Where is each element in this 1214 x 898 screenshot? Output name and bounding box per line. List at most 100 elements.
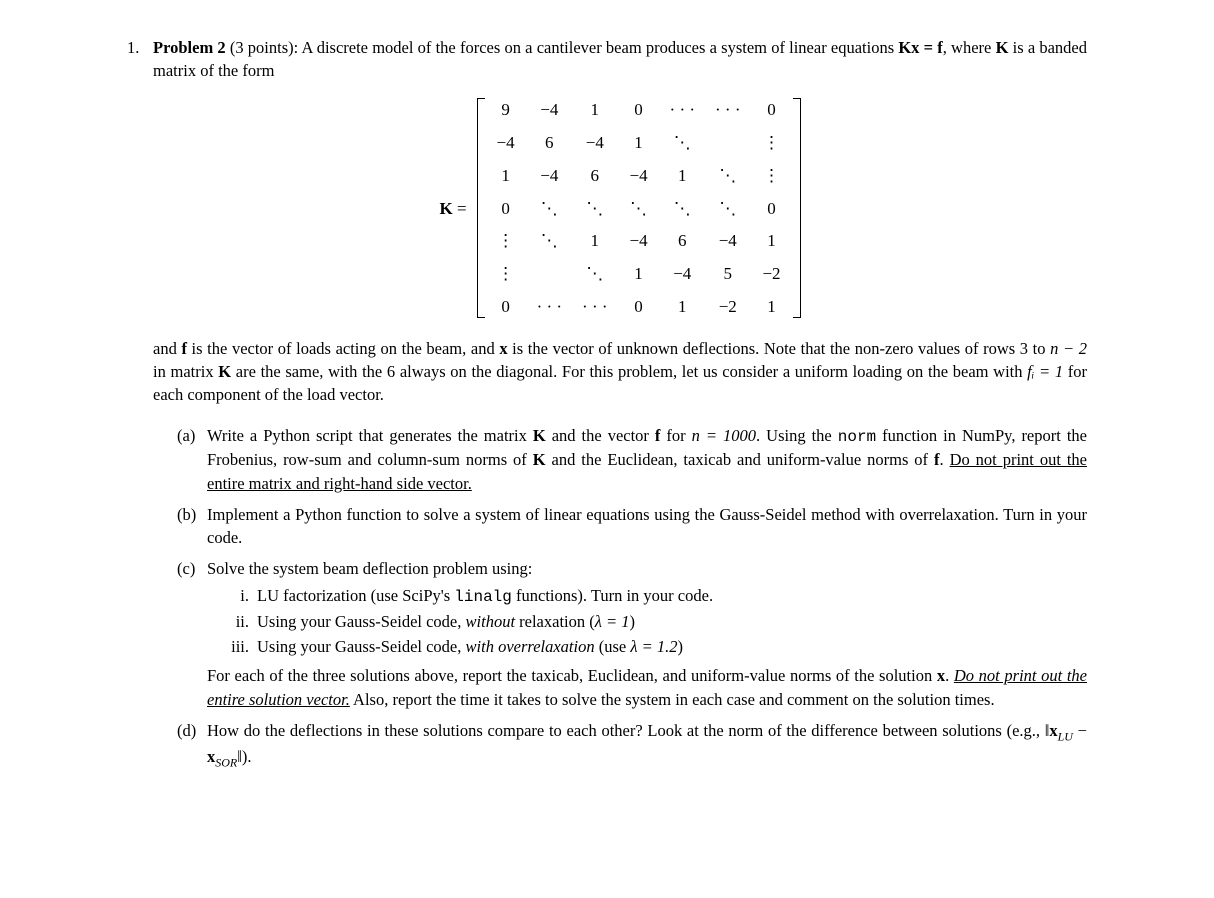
matrix-cell: −4 (582, 131, 607, 155)
matrix-cell: 9 (495, 98, 517, 122)
matrix-cell: ⋱ (715, 197, 740, 221)
c-after-t3: Also, report the time it takes to solve … (350, 690, 995, 709)
matrix-cell: −4 (628, 229, 650, 253)
c-iii: iii. Using your Gauss-Seidel code, with … (231, 635, 1087, 658)
matrix-block: K = 9−410· · ·· · ·0−46−41⋱⋮1−46−41⋱⋮0⋱⋱… (153, 92, 1087, 325)
subparts-list: (a) Write a Python script that generates… (153, 424, 1087, 771)
cii-lambda: λ = 1 (595, 612, 630, 631)
d-minus: − (1073, 721, 1087, 740)
intro-text-2: , where (943, 38, 996, 57)
intro-text-1: A discrete model of the forces on a cant… (302, 38, 899, 57)
c-i: i. LU factorization (use SciPy's linalg … (231, 584, 1087, 608)
a-K2: K (533, 450, 546, 469)
matrix-cell: ⋱ (670, 197, 695, 221)
cii-t2: relaxation ( (515, 612, 595, 631)
matrix-cell: ⋮ (761, 164, 783, 188)
matrix-cell: ⋱ (537, 229, 562, 253)
part-b: (b) Implement a Python function to solve… (177, 503, 1087, 549)
c-after-x: x (937, 666, 945, 685)
n-minus-2: n − 2 (1050, 339, 1087, 358)
matrix-cell: ⋱ (670, 131, 695, 155)
part-b-body: Implement a Python function to solve a s… (207, 503, 1087, 549)
problem-body: Problem 2 (3 points): A discrete model o… (153, 36, 1087, 779)
d-t2: ). (242, 747, 252, 766)
equation-Kx-f: Kx = f (898, 38, 942, 57)
matrix-cell: −2 (715, 295, 740, 319)
part-c-body: Solve the system beam deflection problem… (207, 557, 1087, 711)
matrix-cell: ⋱ (582, 197, 607, 221)
matrix-cell: 1 (628, 262, 650, 286)
ciii-lambda: λ = 1.2 (630, 637, 677, 656)
cont-K: K (218, 362, 231, 381)
c-ii-body: Using your Gauss-Seidel code, without re… (257, 610, 1087, 633)
left-bracket (477, 98, 485, 318)
matrix-eq: = (453, 199, 467, 218)
c-i-body: LU factorization (use SciPy's linalg fun… (257, 584, 1087, 608)
matrix-cell: ⋮ (495, 262, 517, 286)
matrix-cell (715, 131, 740, 155)
ciii-t1: Using your Gauss-Seidel code, (257, 637, 466, 656)
matrix-cell: 0 (628, 98, 650, 122)
outer-number: 1. (127, 36, 153, 779)
norm-code: norm (838, 428, 876, 446)
matrix-cell: 6 (537, 131, 562, 155)
c-ii-label: ii. (231, 610, 257, 633)
matrix-wrapper: K = 9−410· · ·· · ·0−46−41⋱⋮1−46−41⋱⋮0⋱⋱… (439, 92, 800, 325)
d-LU-sub: LU (1058, 729, 1073, 743)
c-i-label: i. (231, 584, 257, 608)
matrix-cell: 0 (495, 295, 517, 319)
matrix-cell: 1 (670, 164, 695, 188)
matrix-cell: 5 (715, 262, 740, 286)
c-intro: Solve the system beam deflection problem… (207, 557, 1087, 580)
ci-t1: LU factorization (use SciPy's (257, 586, 454, 605)
c-iii-label: iii. (231, 635, 257, 658)
c-sublist: i. LU factorization (use SciPy's linalg … (207, 584, 1087, 659)
matrix-cell: 1 (761, 229, 783, 253)
part-a-label: (a) (177, 424, 207, 495)
matrix-cell: ⋮ (761, 131, 783, 155)
matrix-cell: 0 (761, 197, 783, 221)
c-after-t2: . (945, 666, 954, 685)
matrix-cell: 0 (628, 295, 650, 319)
ci-t2: functions). Turn in your code. (512, 586, 713, 605)
part-b-label: (b) (177, 503, 207, 549)
matrix-cell: ⋮ (495, 229, 517, 253)
matrix-cell: 0 (495, 197, 517, 221)
a-t4: . Using the (756, 426, 838, 445)
matrix-cell: −4 (670, 262, 695, 286)
matrix-cell: ⋱ (537, 197, 562, 221)
matrix-cell: 1 (670, 295, 695, 319)
matrix-cell: · · · (582, 295, 607, 319)
matrix-K: K (439, 199, 452, 218)
cont-x: x (499, 339, 507, 358)
cii-t3: ) (630, 612, 636, 631)
cont-t5: are the same, with the 6 always on the d… (231, 362, 1027, 381)
matrix-grid: 9−410· · ·· · ·0−46−41⋱⋮1−46−41⋱⋮0⋱⋱⋱⋱⋱0… (485, 92, 793, 325)
d-t1: How do the deflections in these solution… (207, 721, 1045, 740)
part-c-label: (c) (177, 557, 207, 711)
ciii-t2: (use (595, 637, 631, 656)
d-xSOR: x (207, 747, 215, 766)
cont-t2: is the vector of loads acting on the bea… (187, 339, 499, 358)
cii-t1: Using your Gauss-Seidel code, (257, 612, 466, 631)
c-iii-body: Using your Gauss-Seidel code, with overr… (257, 635, 1087, 658)
ciii-t3: ) (678, 637, 684, 656)
d-xLU: x (1049, 721, 1057, 740)
part-d-label: (d) (177, 719, 207, 771)
matrix-cell: ⋱ (628, 197, 650, 221)
linalg-code: linalg (454, 588, 512, 606)
a-t1: Write a Python script that generates the… (207, 426, 533, 445)
matrix-cell (537, 262, 562, 286)
matrix-cell: 1 (628, 131, 650, 155)
matrix-label: K = (439, 197, 466, 221)
cont-t4: in matrix (153, 362, 218, 381)
a-K: K (533, 426, 546, 445)
matrix-cell: −4 (715, 229, 740, 253)
matrix-cell: 6 (582, 164, 607, 188)
matrix-cell: 6 (670, 229, 695, 253)
matrix-cell: −4 (495, 131, 517, 155)
matrix-cell: · · · (715, 98, 740, 122)
part-d: (d) How do the deflections in these solu… (177, 719, 1087, 771)
problem-intro: Problem 2 (3 points): A discrete model o… (153, 36, 1087, 82)
matrix-cell: 1 (495, 164, 517, 188)
